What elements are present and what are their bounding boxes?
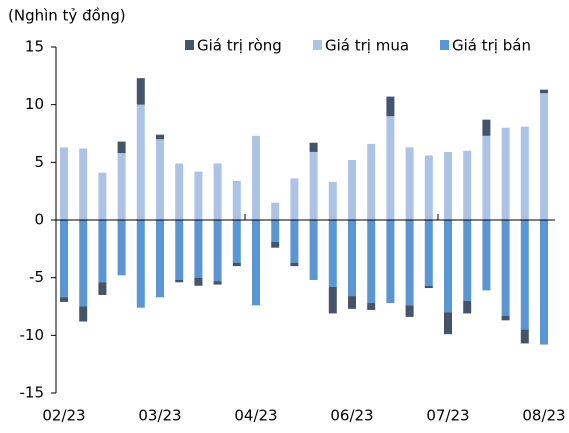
bar [309,151,318,220]
x-tick-label: 02/23 [42,407,85,425]
bar [175,220,184,280]
bar [482,220,491,291]
legend-swatch [440,40,449,50]
bar [136,104,145,220]
bar [444,151,452,220]
bar [271,220,280,242]
bar [424,285,433,289]
bar [290,178,299,220]
bar [463,300,472,314]
bar [482,119,491,136]
bar [540,93,548,220]
bar [444,312,452,335]
bar [501,220,510,316]
y-tick-label: -15 [20,384,45,402]
bar [290,262,299,267]
bar [482,135,491,220]
bar [540,220,548,345]
bar [79,220,88,307]
bar [328,286,337,314]
y-tick-label: -5 [29,268,44,286]
bar [156,220,164,298]
bar [271,241,280,248]
bar [348,296,356,309]
legend-label: Giá trị mua [325,37,409,55]
bar [348,220,356,297]
bar [405,305,414,317]
bar [117,141,126,154]
bar [79,306,88,322]
bar [520,329,529,344]
bar [290,220,299,263]
bar [348,160,356,220]
bar [117,153,126,220]
bar [367,143,376,220]
bar [386,96,395,117]
y-tick-label: 0 [34,211,44,229]
y-tick-label: 5 [34,153,44,171]
bar [424,155,433,220]
bar [252,220,260,306]
bar [232,220,241,263]
bar [136,78,145,105]
bar [156,139,164,220]
bar [213,163,222,220]
x-tick-label: 08/23 [522,407,565,425]
legend-label: Giá trị ròng [197,37,282,55]
bar [386,116,395,220]
bar [194,171,203,220]
bar [405,220,414,306]
bar [367,303,376,310]
bar [328,181,337,220]
bar [309,220,318,280]
bar [232,180,241,220]
x-tick-label: 07/23 [426,407,469,425]
bar [252,135,260,220]
y-tick-label: -10 [20,326,45,344]
bar [367,220,376,304]
bar [117,220,126,276]
bar [520,220,529,330]
bar [213,220,222,282]
bar [271,202,280,220]
bar [232,262,241,267]
bar [213,281,222,285]
bar [194,220,203,278]
bar [175,279,184,283]
bar [98,220,107,283]
bar [98,282,107,295]
x-tick-label: 04/23 [234,407,277,425]
bar [386,220,395,304]
bar [136,220,145,308]
bar [98,172,107,220]
bar [60,220,68,298]
bar [540,89,548,94]
x-tick-label: 03/23 [138,407,181,425]
y-tick-label: 10 [25,95,44,113]
bar [175,163,184,220]
y-tick-label: 15 [25,38,44,56]
y-axis-label: (Nghìn tỷ đồng) [8,7,126,25]
legend-label: Giá trị bán [452,37,531,55]
bar [501,315,510,321]
bar [444,220,452,313]
bar [463,220,472,301]
bar [60,297,68,302]
legend-swatch [185,40,194,50]
bar [424,220,433,286]
bar [60,147,68,220]
bar [520,126,529,220]
bar [156,134,164,140]
bar [501,127,510,220]
bar [309,142,318,152]
legend-swatch [313,40,322,50]
bar [328,220,337,287]
bar [405,147,414,220]
bar [463,150,472,220]
bar [79,148,88,220]
bar [194,277,203,286]
x-tick-label: 06/23 [330,407,373,425]
